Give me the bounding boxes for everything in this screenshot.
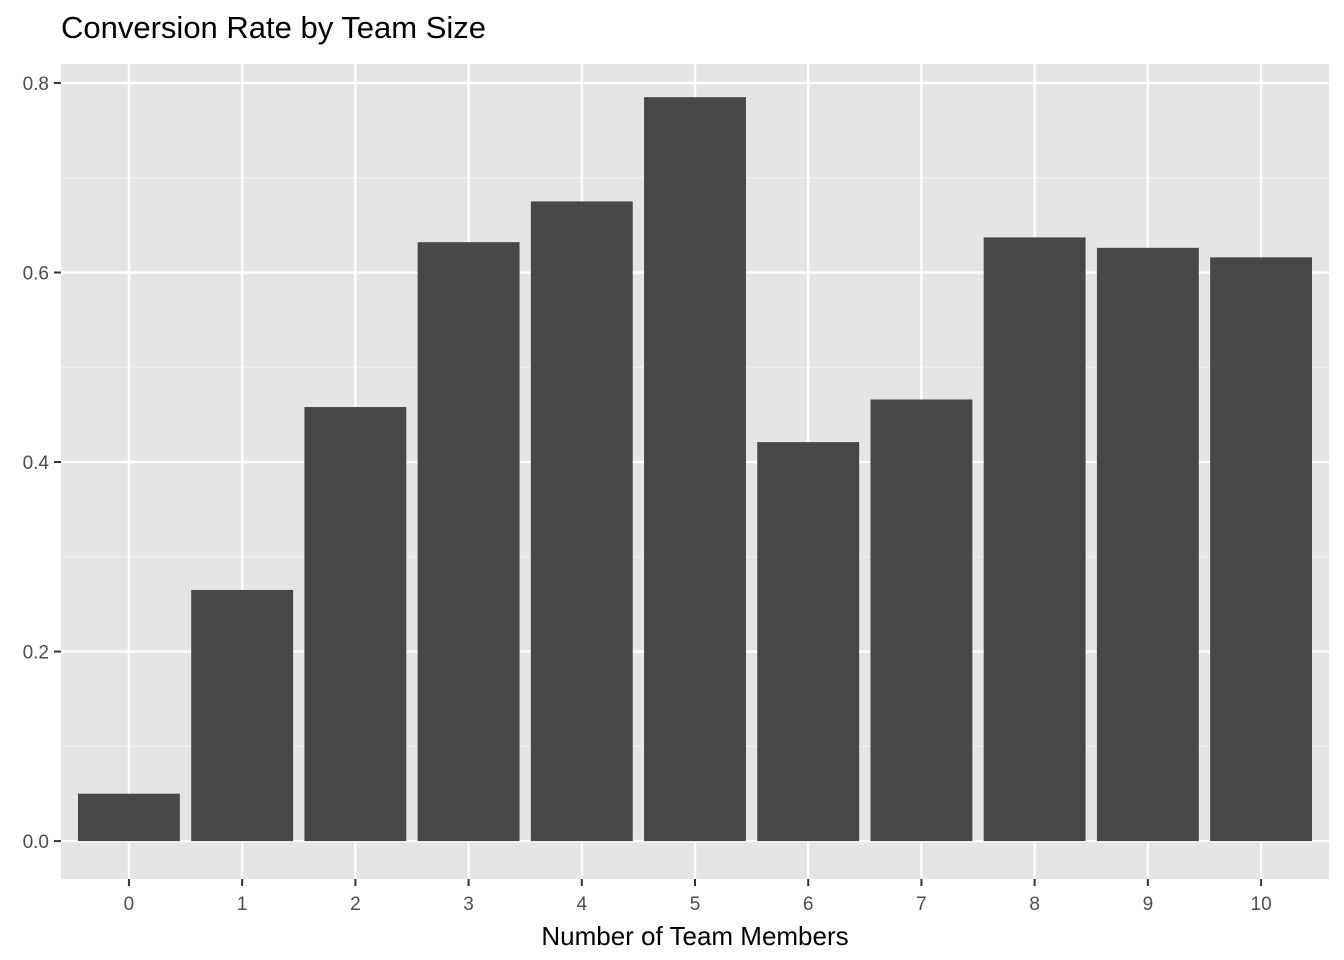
y-axis: 0.0 0.2 0.4 0.6 0.8: [23, 74, 61, 853]
x-tick-label: 7: [916, 894, 927, 915]
x-tick-label: 9: [1143, 894, 1154, 915]
x-tick-label: 8: [1029, 894, 1040, 915]
y-tick-label: 0.8: [23, 74, 49, 95]
x-axis-title: Number of Team Members: [541, 921, 848, 951]
y-tick-label: 0.0: [23, 832, 49, 853]
bars-group: [77, 97, 1313, 842]
y-tick-label: 0.2: [23, 643, 49, 664]
x-tick-label: 6: [803, 894, 814, 915]
x-tick-label: 3: [463, 894, 474, 915]
bar-1: [191, 589, 294, 842]
bar-9: [1096, 247, 1199, 842]
x-tick-label: 0: [124, 894, 135, 915]
bar-6: [757, 442, 860, 842]
bar-10: [1210, 257, 1313, 842]
x-tick-label: 1: [237, 894, 248, 915]
y-tick-label: 0.4: [23, 453, 50, 474]
bar-4: [530, 201, 633, 842]
y-tick-label: 0.6: [23, 263, 49, 284]
bar-0: [77, 793, 180, 842]
bar-3: [417, 242, 520, 842]
x-tick-label: 5: [690, 894, 701, 915]
bar-5: [644, 97, 746, 842]
x-tick-label: 2: [350, 894, 361, 915]
x-tick-label: 10: [1251, 894, 1272, 915]
x-axis: 0 1 2 3 4 5 6 7 8 9 10: [124, 879, 1272, 915]
x-tick-label: 4: [576, 894, 587, 915]
bar-2: [304, 407, 407, 842]
bar-7: [870, 399, 973, 842]
chart-title: Conversion Rate by Team Size: [61, 10, 486, 45]
bar-8: [983, 237, 1086, 842]
